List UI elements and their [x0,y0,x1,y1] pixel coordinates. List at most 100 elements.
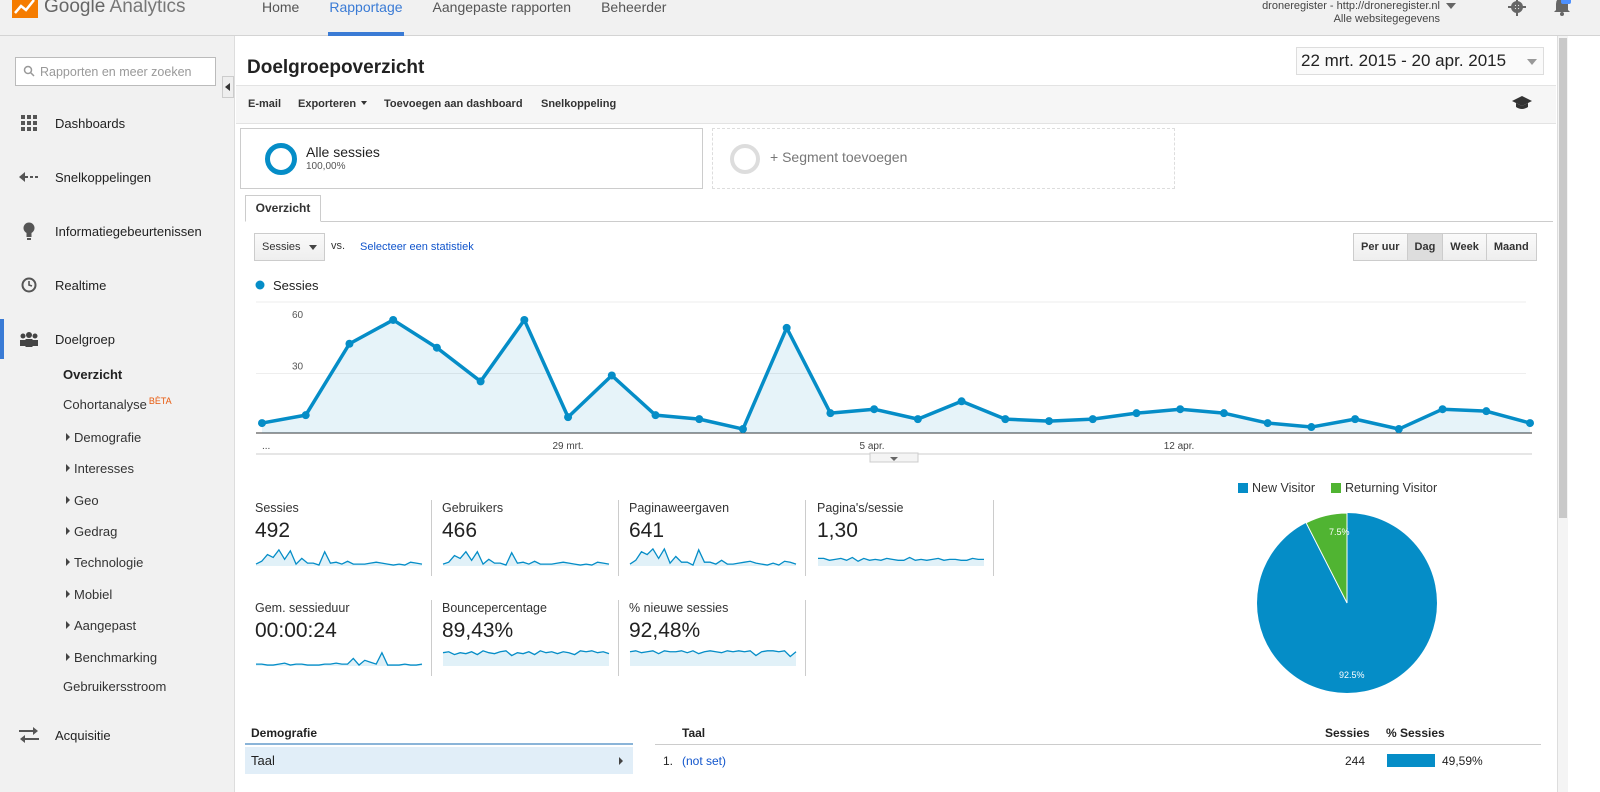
sidebar-item-dashboards[interactable]: Dashboards [0,101,235,145]
sparkline-line [442,550,610,566]
sidebar-item-doelgroep[interactable]: Doelgroep [0,317,235,361]
shortcut-arrow-icon [19,167,39,187]
account-view: Alle websitegegevens [1333,13,1440,25]
account-selector[interactable]: droneregister - http://droneregister.nl … [1262,0,1456,26]
date-range-picker[interactable]: 22 mrt. 2015 - 20 apr. 2015 [1296,47,1544,75]
add-to-dashboard-button[interactable]: Toevoegen aan dashboard [384,98,523,110]
sidebar-sub-cohortanalyse[interactable]: Cohortanalyse BÈTA [63,396,172,412]
tab-overzicht[interactable]: Overzicht [245,195,321,222]
legend-swatch [1330,483,1341,493]
data-point [738,425,747,434]
demografie-taal-row[interactable]: Taal [245,747,633,774]
sidebar-sub-gedrag[interactable]: Gedrag [66,524,117,539]
sidebar-sub-overzicht[interactable]: Overzicht [63,367,123,382]
sidebar-item-snelkoppelingen[interactable]: Snelkoppelingen [0,155,235,199]
data-point [1001,415,1010,424]
email-button[interactable]: E-mail [248,98,282,110]
notification-badge [1561,0,1571,4]
kpi-nieuwe-sessies[interactable]: % nieuwe sessies 92,48% [629,601,814,679]
data-point [345,339,354,348]
data-point [389,315,398,324]
data-point [432,343,441,352]
kpi-sparkline [629,547,797,566]
data-point [782,323,791,332]
google-analytics-logo[interactable]: Google Analytics [12,0,186,20]
kpi-paginaweergaven[interactable]: Paginaweergaven 641 [629,501,814,579]
legend-dot [255,280,265,290]
sparkline-area [443,551,609,566]
add-segment-button[interactable]: + Segment toevoegen [712,128,1175,189]
sidebar-sub-interesses[interactable]: Interesses [66,461,134,476]
kpi-gebruikers[interactable]: Gebruikers 466 [442,501,627,579]
segment-percentage: 100,00% [306,161,346,172]
account-name: droneregister - http://droneregister.nl [1262,0,1440,12]
kpi-value: 00:00:24 [255,619,337,642]
series-line-sessies [261,318,1531,431]
page-title: Doelgroepoverzicht [247,57,425,78]
metric-dropdown[interactable]: Sessies [254,233,325,261]
scrollbar-thumb[interactable] [1559,38,1567,518]
sidebar-sub-aangepast[interactable]: Aangepast [66,618,136,633]
sidebar-sub-demografie[interactable]: Demografie [66,430,141,445]
segment-name: Alle sessies [306,144,380,160]
page-scrollbar[interactable] [1557,36,1568,792]
kpi-gem-sessieduur[interactable]: Gem. sessieduur 00:00:24 [255,601,440,679]
kpi-bouncepercentage[interactable]: Bouncepercentage 89,43% [442,601,627,679]
kpi-sparkline [629,650,797,666]
sidebar-sub-geo[interactable]: Geo [66,493,99,508]
main-nav: Home Rapportage Aangepaste rapporten Beh… [247,0,681,36]
clock-icon [19,275,39,295]
sparkline-line [256,651,423,666]
sidebar-sub-gebruikersstroom[interactable]: Gebruikersstroom [63,679,167,694]
search-box [15,57,216,86]
sparkline-area [256,549,422,566]
nav-beheerder[interactable]: Beheerder [601,0,667,15]
kpi-label: Bouncepercentage [442,601,547,615]
sidebar-item-acquisitie[interactable]: Acquisitie [0,713,235,757]
sidebar-item-realtime[interactable]: Realtime [0,263,235,307]
period-month-button[interactable]: Maand [1486,234,1536,260]
x-tick-label: 12 apr. [1164,441,1195,452]
data-point [651,411,660,420]
kpi-paginas-per-sessie[interactable]: Pagina's/sessie 1,30 [817,501,1002,579]
search-input[interactable] [40,62,210,82]
collapse-sidebar-button[interactable] [222,76,234,98]
sparkline-area [443,650,609,666]
legend-returning-visitor[interactable]: Returning Visitor [1330,481,1437,495]
sidebar-item-label: Acquisitie [55,727,111,743]
kpi-divider [805,500,806,576]
data-point [1132,409,1141,418]
legend-new-visitor[interactable]: New Visitor [1238,481,1315,495]
sidebar-sub-benchmarking[interactable]: Benchmarking [66,650,157,665]
kpi-label: Gem. sessieduur [255,601,350,615]
nav-rapportage[interactable]: Rapportage [314,0,417,36]
taal-table-header: Taal Sessies % Sessies [655,726,1541,745]
sidebar-item-informatiegebeurtenissen[interactable]: Informatiegebeurtenissen [0,209,235,253]
sparkline-line [255,548,423,566]
tab-divider [245,221,1553,222]
data-point [476,377,485,386]
pie-label-new: 92.5% [1339,670,1365,680]
data-point [913,415,922,424]
period-hour-button[interactable]: Per uur [1354,234,1408,260]
gear-icon[interactable] [1508,0,1526,16]
acquisition-arrows-icon [19,725,39,745]
data-point [826,409,835,418]
period-week-button[interactable]: Week [1443,234,1487,260]
period-day-button[interactable]: Dag [1407,234,1444,260]
kpi-value: 492 [255,519,291,542]
kpi-sessies[interactable]: Sessies 492 [255,501,440,579]
row-pct: 49,59% [1442,754,1483,768]
nav-aangepaste-rapporten[interactable]: Aangepaste rapporten [432,0,572,15]
nav-home[interactable]: Home [262,0,300,15]
export-button[interactable]: Exporteren [298,98,368,110]
row-taal-link[interactable]: (not set) [682,754,727,768]
sidebar-sub-mobiel[interactable]: Mobiel [66,587,112,602]
sidebar-item-label: Realtime [55,277,107,293]
shortcut-button[interactable]: Snelkoppeling [541,98,617,110]
segment-all-sessions[interactable]: Alle sessies 100,00% [240,128,703,189]
sidebar-sub-technologie[interactable]: Technologie [66,555,143,570]
kpi-value: 1,30 [817,519,858,542]
graduation-cap-icon[interactable] [1512,96,1532,110]
select-metric-link[interactable]: Selecteer een statistiek [360,241,474,253]
